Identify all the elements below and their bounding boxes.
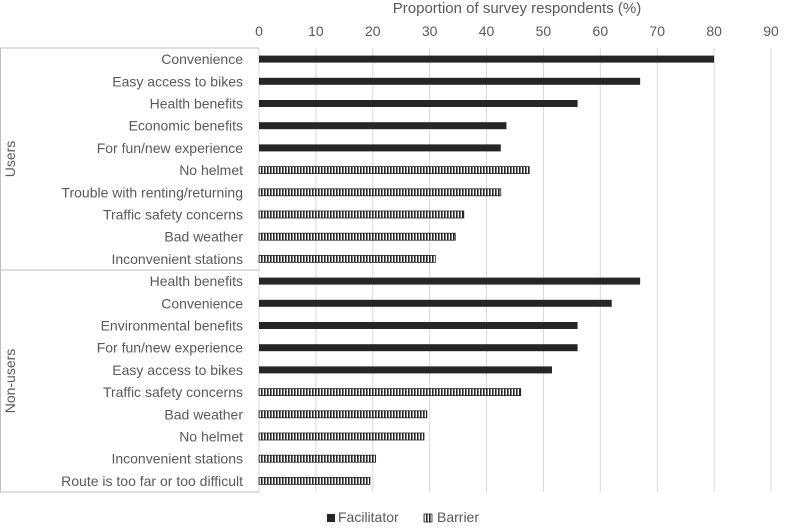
category-label: Traffic safety concerns — [103, 384, 243, 400]
x-tick-label: 40 — [479, 23, 495, 39]
group-label: Users — [2, 141, 18, 178]
x-tick-label: 10 — [308, 23, 324, 39]
category-label: Route is too far or too difficult — [61, 473, 243, 489]
x-tick-label: 90 — [763, 23, 779, 39]
x-tick-label: 30 — [422, 23, 438, 39]
barrier-bar — [258, 454, 377, 463]
legend-label: Barrier — [437, 509, 479, 525]
category-label: No helmet — [179, 162, 243, 178]
facilitator-bar — [259, 122, 507, 130]
facilitator-bar — [259, 299, 612, 307]
x-tick-label: 50 — [536, 23, 552, 39]
legend-facilitator-swatch — [327, 514, 335, 522]
category-labels: Convenience Easy access to bikes Health be… — [61, 51, 243, 489]
barrier-bar — [258, 188, 502, 197]
facilitator-bar — [259, 100, 578, 107]
category-label: Easy access to bikes — [112, 73, 243, 89]
barrier-bar — [258, 232, 456, 241]
barrier-bar — [258, 210, 465, 219]
category-label: For fun/new experience — [97, 140, 244, 156]
facilitator-bar — [259, 322, 578, 329]
category-label: For fun/new experience — [97, 340, 244, 356]
barrier-bar — [258, 166, 530, 175]
barrier-bar — [258, 254, 436, 263]
facilitator-bar — [259, 277, 641, 285]
x-tick-label: 20 — [365, 23, 381, 39]
category-label: Environmental benefits — [101, 318, 243, 334]
category-label: Health benefits — [150, 96, 243, 112]
facilitator-bar — [259, 144, 501, 152]
x-tick-label: 70 — [649, 23, 665, 39]
x-axis-title: Proportion of survey respondents (%) — [393, 0, 641, 17]
category-label: Convenience — [161, 295, 243, 311]
category-label: Inconvenient stations — [111, 451, 243, 467]
barrier-bar — [258, 432, 425, 441]
x-tick-labels: 0 10 20 30 40 50 60 70 80 90 — [255, 23, 779, 39]
barrier-bar — [258, 410, 428, 419]
facilitator-bar — [259, 77, 641, 85]
legend-barrier-swatch — [423, 513, 433, 523]
category-label: Convenience — [161, 51, 243, 67]
category-label: Trouble with renting/returning — [61, 184, 243, 200]
group-brackets: Users Non-users — [0, 47, 259, 493]
x-tick-label: 0 — [255, 23, 263, 39]
category-label: Bad weather — [164, 406, 243, 422]
facilitator-bar — [259, 366, 552, 374]
category-label: Traffic safety concerns — [103, 207, 243, 223]
barrier-bar — [258, 476, 371, 485]
category-label: Economic benefits — [129, 118, 243, 134]
legend: Facilitator Barrier — [327, 509, 479, 525]
category-label: Inconvenient stations — [111, 251, 243, 267]
x-tick-label: 60 — [593, 23, 609, 39]
x-tick-label: 80 — [706, 23, 722, 39]
barrier-bar — [258, 388, 522, 397]
category-label: Bad weather — [164, 229, 243, 245]
category-label: No helmet — [179, 429, 243, 445]
bars — [258, 55, 715, 485]
facilitator-bar — [259, 55, 715, 63]
legend-label: Facilitator — [338, 509, 399, 525]
group-label: Non-users — [2, 349, 18, 414]
facilitator-bar — [259, 344, 578, 352]
category-label: Health benefits — [150, 273, 243, 289]
category-label: Easy access to bikes — [112, 362, 243, 378]
gridlines — [258, 48, 772, 492]
